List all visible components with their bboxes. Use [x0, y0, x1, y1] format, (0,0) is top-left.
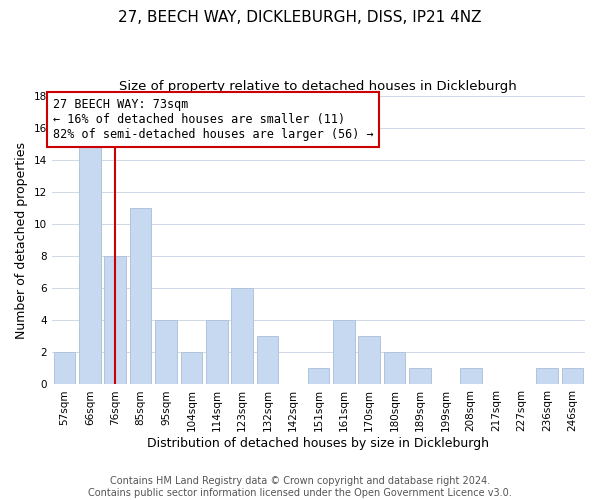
Bar: [460, 368, 482, 384]
Bar: [53, 352, 75, 384]
Bar: [104, 256, 126, 384]
Bar: [130, 208, 151, 384]
Title: Size of property relative to detached houses in Dickleburgh: Size of property relative to detached ho…: [119, 80, 517, 93]
Bar: [308, 368, 329, 384]
Bar: [206, 320, 227, 384]
Bar: [181, 352, 202, 384]
X-axis label: Distribution of detached houses by size in Dickleburgh: Distribution of detached houses by size …: [148, 437, 490, 450]
Y-axis label: Number of detached properties: Number of detached properties: [15, 142, 28, 338]
Bar: [333, 320, 355, 384]
Text: 27 BEECH WAY: 73sqm
← 16% of detached houses are smaller (11)
82% of semi-detach: 27 BEECH WAY: 73sqm ← 16% of detached ho…: [53, 98, 374, 141]
Bar: [155, 320, 177, 384]
Bar: [562, 368, 583, 384]
Bar: [536, 368, 557, 384]
Bar: [232, 288, 253, 384]
Bar: [257, 336, 278, 384]
Bar: [79, 144, 101, 384]
Bar: [409, 368, 431, 384]
Text: 27, BEECH WAY, DICKLEBURGH, DISS, IP21 4NZ: 27, BEECH WAY, DICKLEBURGH, DISS, IP21 4…: [118, 10, 482, 25]
Bar: [384, 352, 406, 384]
Bar: [358, 336, 380, 384]
Text: Contains HM Land Registry data © Crown copyright and database right 2024.
Contai: Contains HM Land Registry data © Crown c…: [88, 476, 512, 498]
